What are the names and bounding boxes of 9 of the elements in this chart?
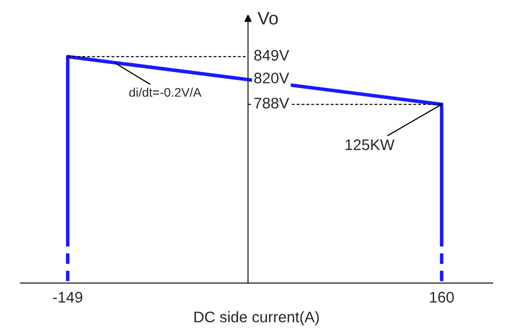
x-tick-label: 160 xyxy=(430,292,454,303)
x-tick-label: -149 xyxy=(53,292,82,303)
y-tick-label: 849V xyxy=(254,50,290,61)
annotation: 125KW xyxy=(346,139,394,150)
y-tick-label: 820V xyxy=(254,72,290,84)
y-axis-title: Vo xyxy=(258,12,278,25)
annotation: di/dt=-0.2V/A xyxy=(129,88,202,97)
x-axis-title: DC side current(A) xyxy=(194,311,319,326)
y-tick-label: 788V xyxy=(254,98,290,109)
